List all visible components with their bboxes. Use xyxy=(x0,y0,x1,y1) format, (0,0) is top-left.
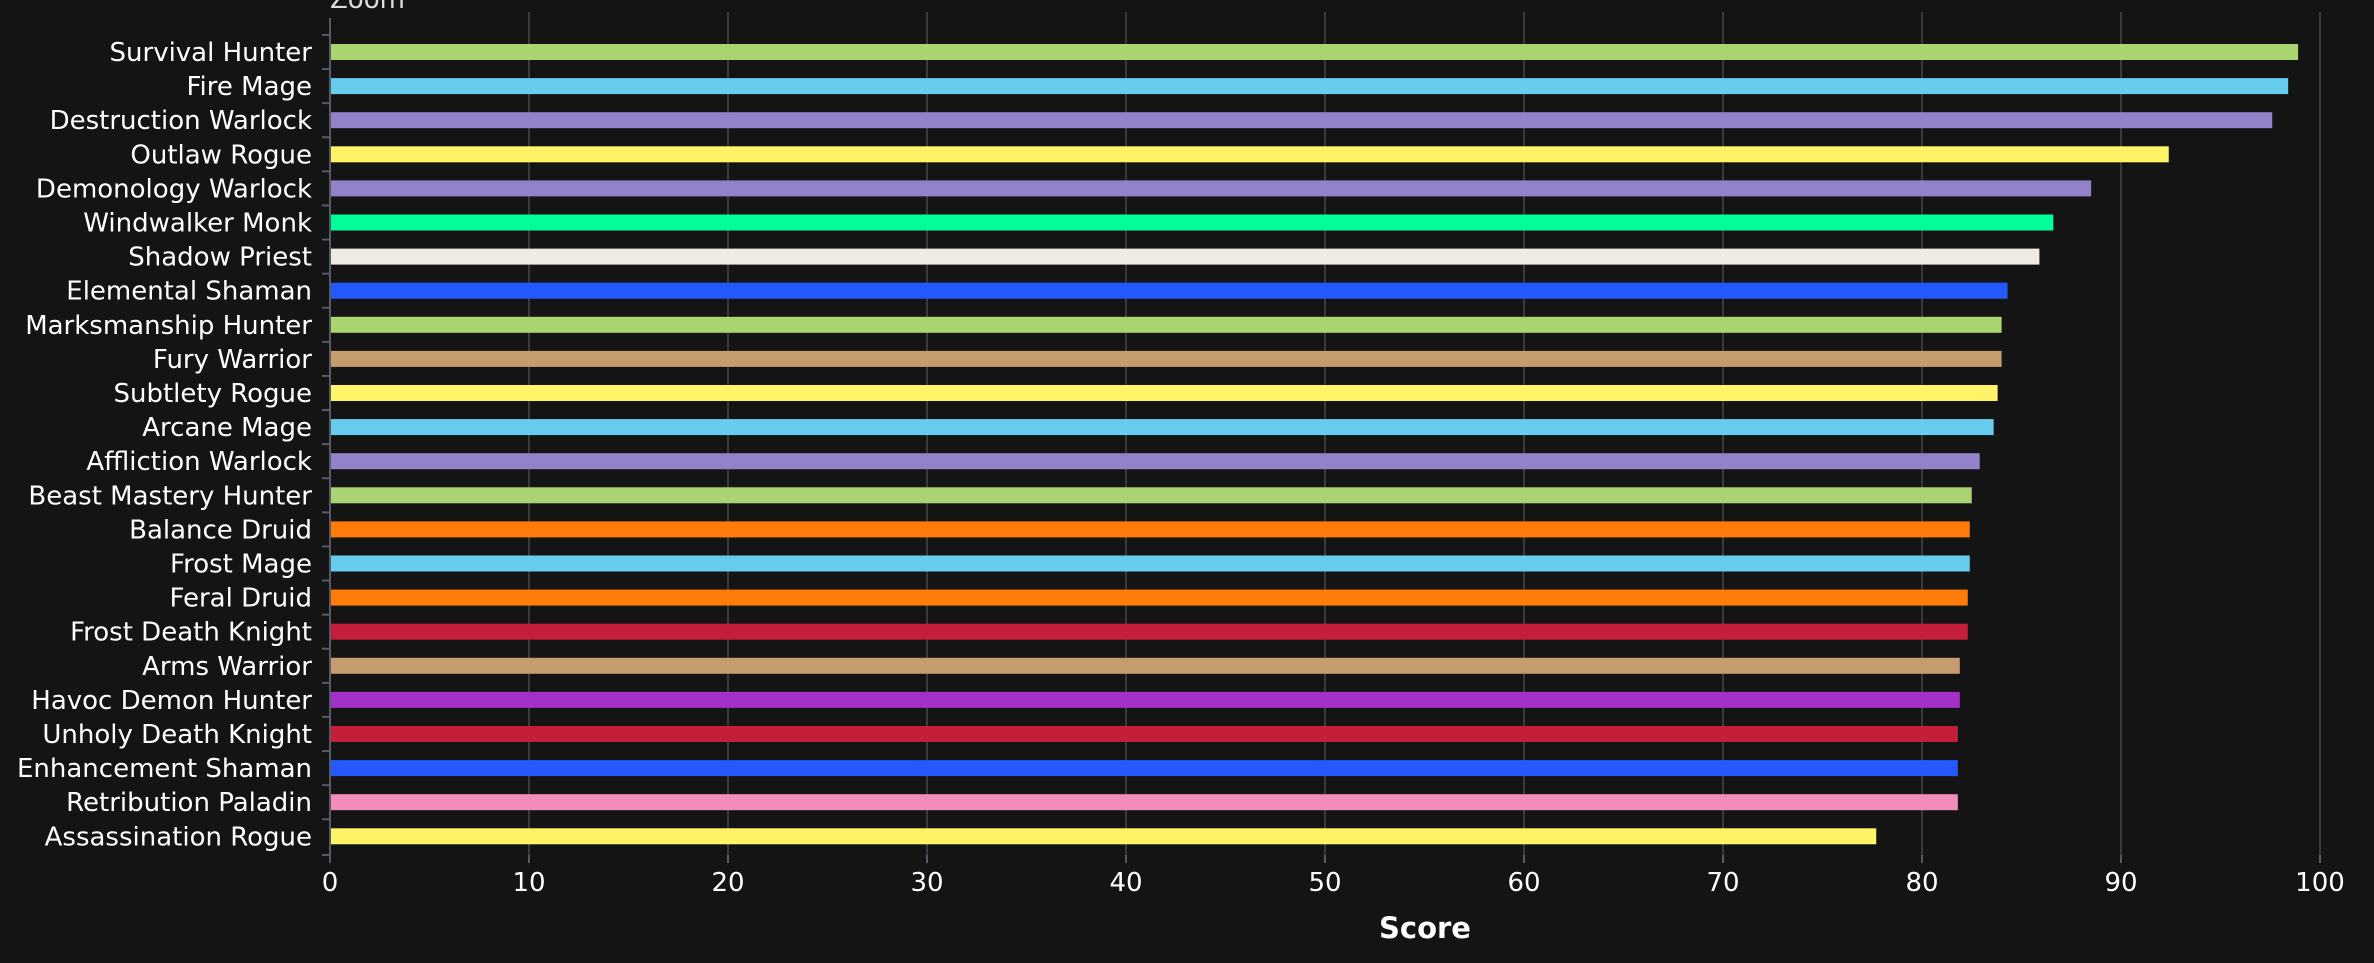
category-label: Enhancement Shaman xyxy=(17,754,312,784)
x-tick-label: 30 xyxy=(910,868,943,898)
bar xyxy=(331,487,1972,504)
category-label: Demonology Warlock xyxy=(36,174,312,204)
x-tick-label: 70 xyxy=(1706,868,1739,898)
bar xyxy=(331,385,1998,401)
bar xyxy=(331,555,1970,572)
category-label: Fire Mage xyxy=(186,72,312,102)
bar xyxy=(331,453,1980,470)
category-label: Shadow Priest xyxy=(128,243,312,273)
category-label: Affliction Warlock xyxy=(86,447,312,477)
category-label: Outlaw Rogue xyxy=(130,140,312,170)
x-tick-label: 0 xyxy=(322,868,339,898)
bar xyxy=(331,589,1968,606)
category-labels: Survival Hunter Fire Mage Destruction Warl… xyxy=(17,38,312,852)
zoom-label[interactable]: Zoom xyxy=(330,0,405,15)
bar xyxy=(331,78,2289,95)
bar xyxy=(331,214,2054,231)
axis-layer xyxy=(322,18,2321,863)
x-axis-title: Score xyxy=(1379,911,1471,945)
category-label: Marksmanship Hunter xyxy=(25,311,312,341)
x-tick-label: 20 xyxy=(711,868,744,898)
bar xyxy=(331,146,2169,163)
bar xyxy=(331,44,2299,60)
bar xyxy=(331,112,2273,129)
bar xyxy=(331,726,1958,742)
x-tick-label: 50 xyxy=(1308,868,1341,898)
x-tick-label: 60 xyxy=(1507,868,1540,898)
x-tick-label: 80 xyxy=(1905,868,1938,898)
category-label: Havoc Demon Hunter xyxy=(31,686,312,716)
bar xyxy=(331,794,1958,811)
category-label: Destruction Warlock xyxy=(50,106,312,136)
bar xyxy=(331,691,1960,708)
bar xyxy=(331,316,2002,333)
category-label: Feral Druid xyxy=(169,584,312,614)
bar xyxy=(331,419,1994,436)
category-label: Fury Warrior xyxy=(153,345,312,375)
category-label: Subtlety Rogue xyxy=(113,379,312,409)
bar xyxy=(331,828,1877,845)
x-tick-label: 100 xyxy=(2295,868,2345,898)
category-label: Unholy Death Knight xyxy=(42,720,312,750)
category-label: Assassination Rogue xyxy=(45,822,312,852)
bars-layer xyxy=(331,44,2299,845)
category-label: Frost Mage xyxy=(170,550,312,580)
bar xyxy=(331,350,2002,367)
bar xyxy=(331,282,2008,299)
bar xyxy=(331,657,1960,674)
category-label: Beast Mastery Hunter xyxy=(28,481,312,511)
category-label: Retribution Paladin xyxy=(66,788,312,818)
bar xyxy=(331,760,1958,777)
bar xyxy=(331,180,2092,197)
category-label: Frost Death Knight xyxy=(70,618,312,648)
x-tick-label: 90 xyxy=(2104,868,2137,898)
category-label: Arms Warrior xyxy=(142,652,312,682)
category-label: Survival Hunter xyxy=(110,38,313,68)
category-label: Elemental Shaman xyxy=(66,277,312,307)
x-tick-labels: 0 10 20 30 40 50 60 70 80 90 100 xyxy=(322,868,2345,898)
bar xyxy=(331,623,1968,640)
bar xyxy=(331,248,2040,265)
category-label: Windwalker Monk xyxy=(83,209,312,239)
category-label: Balance Druid xyxy=(129,515,312,545)
bar xyxy=(331,521,1970,538)
x-tick-label: 40 xyxy=(1109,868,1142,898)
x-tick-label: 10 xyxy=(512,868,545,898)
category-label: Arcane Mage xyxy=(142,413,312,443)
